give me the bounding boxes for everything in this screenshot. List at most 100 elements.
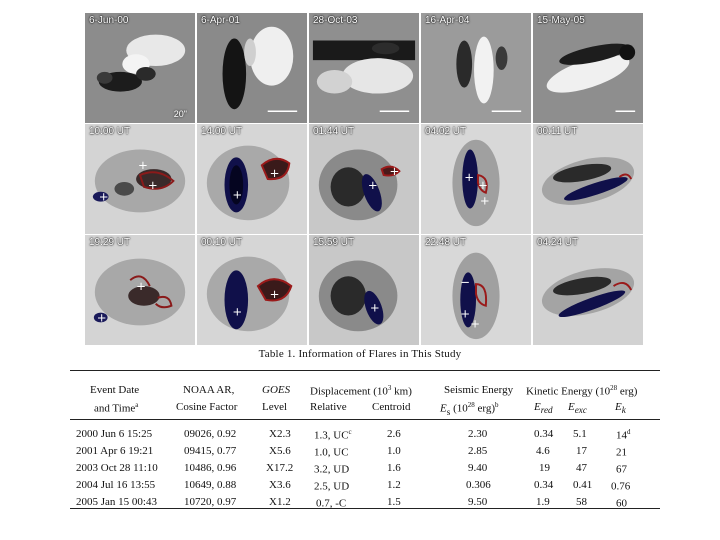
row-relative: 1.3, UCc <box>314 428 352 442</box>
svg-text:+: + <box>390 164 400 178</box>
magnetogram-panel-1: 6-Jun-00 20" <box>84 12 196 124</box>
row-relative: 3.2, UD <box>314 463 350 476</box>
header-ek: Ek <box>615 401 626 416</box>
svg-text:+: + <box>464 170 474 184</box>
row-eexc: 5.1 <box>573 428 587 440</box>
continuum-panel-10: 04:24 UT <box>532 234 644 346</box>
row-centroid: 1.6 <box>387 462 401 474</box>
row-centroid: 1.0 <box>387 445 401 457</box>
header-eexc: Eexc <box>568 401 587 416</box>
svg-text:+: + <box>470 316 480 330</box>
time-label: 14:00 UT <box>201 126 243 137</box>
row-date: 2000 Jun 6 15:25 <box>76 428 153 440</box>
svg-text:+: + <box>97 310 107 324</box>
row-eexc: 58 <box>576 496 587 508</box>
svg-text:+: + <box>232 305 242 319</box>
continuum-panel-6: + + 19:29 UT <box>84 234 196 346</box>
row-ered: 0.34 <box>534 428 554 440</box>
row-noaa: 09026, 0.92 <box>184 428 237 440</box>
header-goes: GOES <box>262 384 291 396</box>
magnetogram-date-label: 6-Apr-01 <box>201 15 240 26</box>
row-relative: 2.5, UD <box>314 480 350 493</box>
row-goes: X1.2 <box>269 496 291 508</box>
time-label: 00:11 UT <box>537 126 578 137</box>
header-and-time: and Timea <box>94 401 139 415</box>
svg-text:+: + <box>460 307 470 321</box>
svg-text:+: + <box>136 279 146 293</box>
svg-text:+: + <box>270 166 280 180</box>
continuum-panel-5: 00:11 UT <box>532 123 644 235</box>
magnetogram-date-label: 6-Jun-00 <box>89 15 129 26</box>
svg-text:+: + <box>148 178 158 192</box>
continuum-panel-4: + + + 04:02 UT <box>420 123 532 235</box>
time-label: 04:24 UT <box>537 237 579 248</box>
header-kinetic: Kinetic Energy (1028 erg) <box>526 384 638 398</box>
magnetogram-panel-5: 15-May-05 <box>532 12 644 124</box>
row-ek: 14d <box>616 428 631 442</box>
magnetogram-date-label: 16-Apr-04 <box>425 15 470 26</box>
continuum-panel-3: + + 01:44 UT <box>308 123 420 235</box>
svg-text:+: + <box>232 188 242 202</box>
time-label: 04:02 UT <box>425 126 467 137</box>
scale-bar-label: 20" <box>173 109 187 119</box>
row-date: 2005 Jan 15 00:43 <box>76 496 157 508</box>
row-ered: 0.34 <box>534 479 554 491</box>
svg-text:+: + <box>368 178 378 192</box>
time-label: 22:48 UT <box>425 237 467 248</box>
svg-text:−: − <box>460 275 470 289</box>
header-ered: Ered <box>534 401 553 416</box>
header-seismic: Seismic Energy <box>444 384 514 396</box>
row-goes: X3.6 <box>269 479 291 491</box>
header-es: Es (1028 erg)b <box>440 401 499 417</box>
magnetogram-date-label: 28-Oct-03 <box>313 15 358 26</box>
row-es: 9.50 <box>468 496 488 508</box>
header-noaa: NOAA AR, <box>183 384 235 396</box>
continuum-panel-8: + 15:59 UT <box>308 234 420 346</box>
row-ered: 4.6 <box>536 445 550 457</box>
row-noaa: 10720, 0.97 <box>184 496 237 508</box>
table-header-rule <box>70 419 660 420</box>
row-ek: 0.76 <box>611 480 631 493</box>
time-label: 00:10 UT <box>201 237 243 248</box>
magnetogram-panel-4: 16-Apr-04 <box>420 12 532 124</box>
time-label: 19:29 UT <box>89 237 131 248</box>
row-relative: 1.0, UC <box>314 446 349 459</box>
magnetogram-panel-3: 28-Oct-03 <box>308 12 420 124</box>
svg-text:+: + <box>478 178 488 192</box>
header-centroid: Centroid <box>372 401 411 413</box>
row-ek: 67 <box>616 463 627 476</box>
row-relative: 0.7, -C <box>316 497 347 510</box>
header-displacement: Displacement (103 km) <box>310 384 412 398</box>
svg-text:+: + <box>370 301 380 315</box>
table-top-rule <box>70 370 660 371</box>
row-es: 2.30 <box>468 428 488 440</box>
magnetogram-panel-2: 6-Apr-01 <box>196 12 308 124</box>
row-ek: 60 <box>616 497 627 510</box>
row-centroid: 1.2 <box>387 479 401 491</box>
time-label: 15:59 UT <box>313 237 355 248</box>
header-event-date: Event Date <box>90 384 140 396</box>
continuum-panel-2: + + 14:00 UT <box>196 123 308 235</box>
row-goes: X17.2 <box>266 462 294 474</box>
continuum-panel-1: + + + 10:00 UT <box>84 123 196 235</box>
row-noaa: 10486, 0.96 <box>184 462 237 474</box>
svg-text:+: + <box>270 287 280 301</box>
row-goes: X2.3 <box>269 428 291 440</box>
row-ered: 1.9 <box>536 496 550 508</box>
header-level: Level <box>262 401 288 413</box>
row-centroid: 1.5 <box>387 496 401 508</box>
svg-text:+: + <box>99 190 109 204</box>
row-eexc: 17 <box>576 445 587 457</box>
row-centroid: 2.6 <box>387 428 401 440</box>
row-goes: X5.6 <box>269 445 291 457</box>
flare-figure: 6-Jun-00 20" 6-Apr-01 28-Oct-03 <box>84 12 644 346</box>
row-noaa: 09415, 0.77 <box>184 445 237 457</box>
table-bottom-rule <box>70 508 660 509</box>
row-es: 9.40 <box>468 462 488 474</box>
row-ek: 21 <box>616 446 627 459</box>
time-label: 10:00 UT <box>89 126 131 137</box>
row-eexc: 0.41 <box>573 479 593 491</box>
row-date: 2004 Jul 16 13:55 <box>76 479 156 491</box>
magnetogram-date-label: 15-May-05 <box>537 15 585 26</box>
header-cosine: Cosine Factor <box>176 401 238 413</box>
